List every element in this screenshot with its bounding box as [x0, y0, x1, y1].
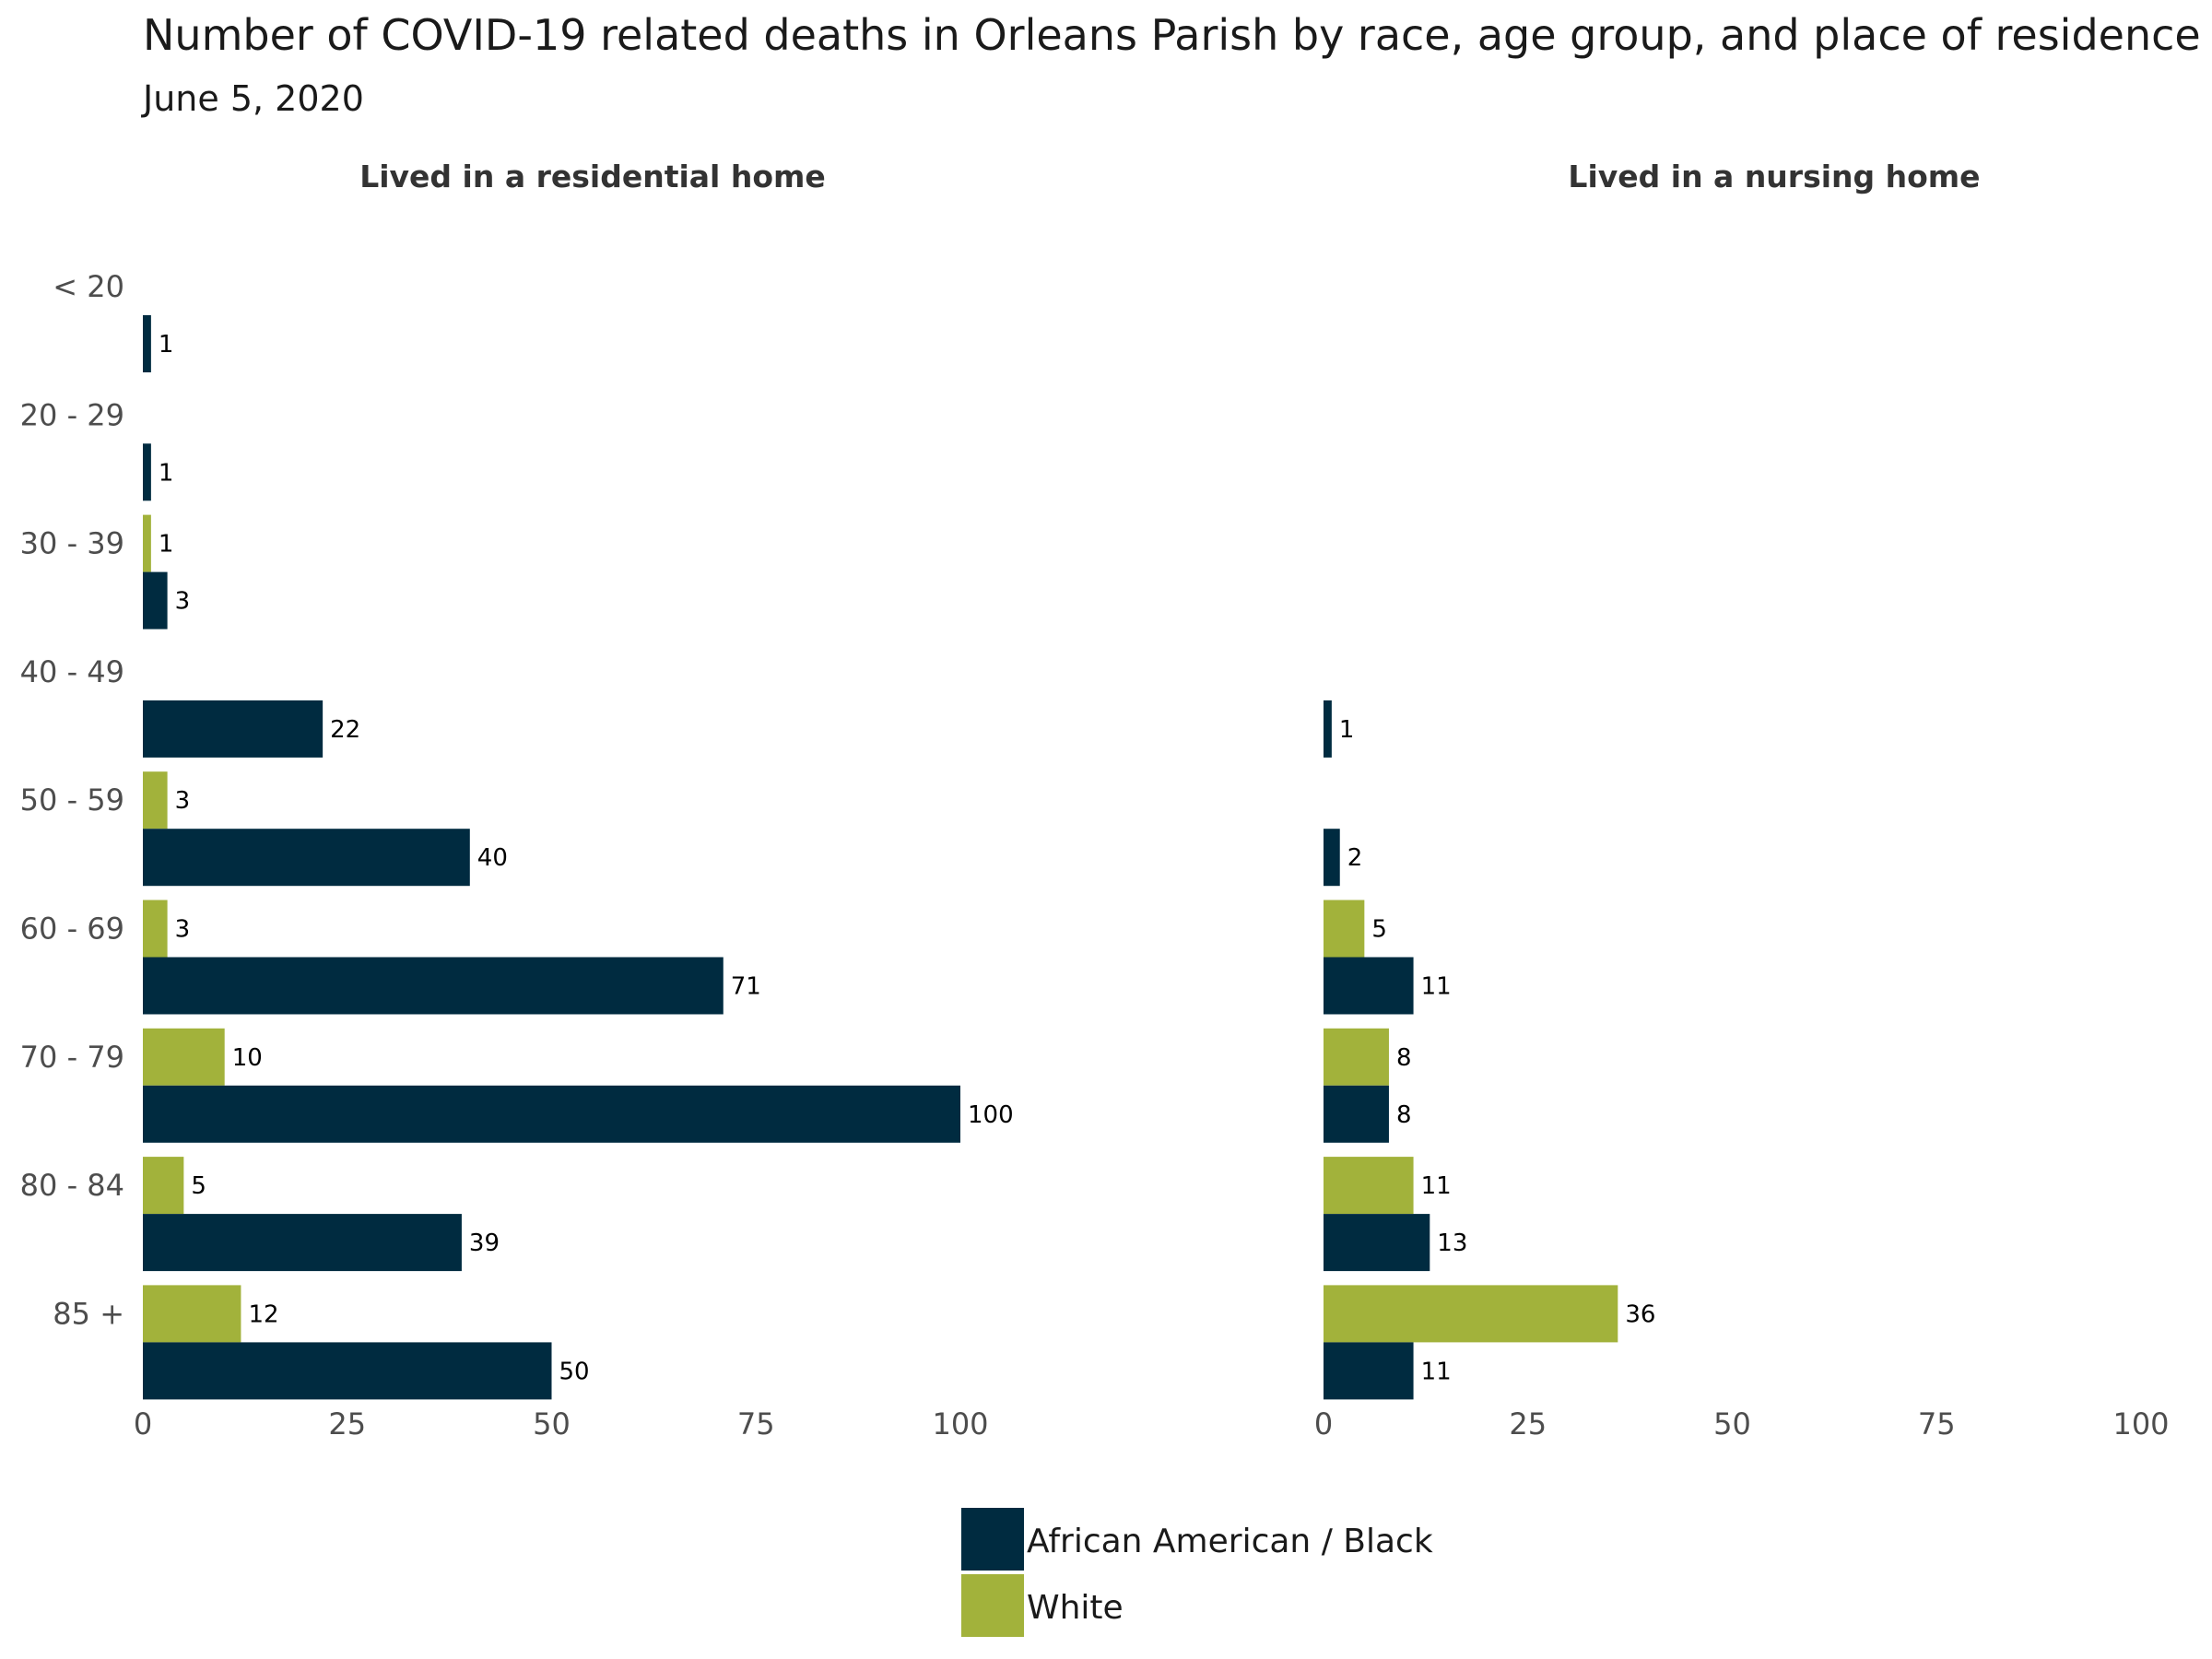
white-bar-70-79: [143, 1028, 225, 1086]
chart-title: Number of COVID-19 related deaths in Orl…: [143, 10, 2201, 60]
category-label-30-39: 30 - 39: [20, 526, 124, 561]
panel-nursing: 5 8 11 36 1 2 11 8 13 11: [1324, 700, 1655, 1400]
black-bar-40-49-label: 1: [1339, 716, 1355, 744]
white-bar-70-79-label: 10: [232, 1044, 263, 1072]
x-tick-label-0-75: 75: [737, 1406, 775, 1441]
black-bar-60-69: [143, 957, 724, 1015]
legend-swatch-black: [961, 1508, 1024, 1571]
category-labels: < 20 20 - 29 30 - 39 40 - 49 50 - 59 60 - 69 7…: [20, 269, 124, 1331]
black-bar-60-69: [1324, 957, 1414, 1015]
category-label-70-79: 70 - 79: [20, 1040, 124, 1075]
black-bar-20: [143, 315, 151, 372]
x-tick-label-1-0: 0: [1314, 1406, 1333, 1441]
category-label-20-29: 20 - 29: [20, 397, 124, 432]
white-bar-85-label: 36: [1625, 1300, 1655, 1328]
white-bar-60-69-label: 3: [175, 916, 191, 944]
black-bar-50-59-label: 2: [1347, 844, 1363, 872]
black-bar-60-69-label: 71: [731, 973, 761, 1001]
x-tick-label-1-25: 25: [1509, 1406, 1547, 1441]
white-bar-80-84-label: 5: [191, 1172, 206, 1200]
x-axis-ticks: 0 25 50 75 100 0 25 50 75 100: [134, 1406, 2170, 1441]
category-label-60-69: 60 - 69: [20, 912, 124, 947]
black-bar-20-29: [143, 443, 151, 501]
chart-subtitle: June 5, 2020: [141, 78, 364, 119]
white-bar-50-59-label: 3: [175, 787, 191, 815]
white-bar-80-84-label: 11: [1421, 1172, 1452, 1200]
white-bar-60-69: [143, 900, 168, 958]
black-bar-80-84: [143, 1214, 462, 1272]
legend-label-black: African American / Black: [1027, 1523, 1433, 1560]
white-bar-80-84: [143, 1157, 184, 1215]
black-bar-80-84-label: 39: [469, 1230, 500, 1257]
white-bar-60-69-label: 5: [1371, 916, 1387, 944]
black-bar-30-39: [143, 571, 168, 629]
black-bar-60-69-label: 11: [1421, 973, 1452, 1001]
white-bar-30-39: [143, 514, 151, 572]
x-tick-label-1-50: 50: [1713, 1406, 1751, 1441]
white-bar-80-84: [1324, 1157, 1414, 1215]
black-bar-85: [143, 1342, 552, 1400]
x-tick-label-1-100: 100: [2112, 1406, 2169, 1441]
panel-title-nursing: Lived in a nursing home: [1568, 159, 1980, 194]
black-bar-70-79-label: 100: [968, 1101, 1014, 1129]
black-bar-50-59: [143, 829, 470, 887]
category-label-40-49: 40 - 49: [20, 654, 124, 689]
category-label-80-84: 80 - 84: [20, 1168, 124, 1203]
legend-label-white: White: [1027, 1589, 1124, 1627]
black-bar-20-29-label: 1: [159, 459, 174, 487]
black-bar-50-59-label: 40: [477, 844, 508, 872]
black-bar-70-79: [143, 1085, 960, 1143]
x-tick-label-0-25: 25: [328, 1406, 366, 1441]
category-label-50-59: 50 - 59: [20, 782, 124, 818]
black-bar-40-49: [143, 700, 324, 758]
black-bar-40-49: [1324, 700, 1332, 758]
legend: African American / Black White: [961, 1508, 1433, 1637]
panel-residential: 1 3 3 10 5 12 1 1 3 22 40 71 100 39 50: [143, 315, 1014, 1400]
x-tick-label-0-0: 0: [134, 1406, 152, 1441]
x-tick-label-1-75: 75: [1918, 1406, 1956, 1441]
white-bar-85-label: 12: [248, 1300, 278, 1328]
white-bar-85: [143, 1285, 241, 1343]
white-bar-85: [1324, 1285, 1618, 1343]
legend-swatch-white: [961, 1574, 1024, 1637]
black-bar-70-79-label: 8: [1396, 1101, 1412, 1129]
white-bar-60-69: [1324, 900, 1365, 958]
black-bar-80-84-label: 13: [1437, 1230, 1467, 1257]
x-tick-label-0-100: 100: [932, 1406, 988, 1441]
white-bar-70-79: [1324, 1028, 1389, 1086]
black-bar-50-59: [1324, 829, 1340, 887]
category-label-85: 85 +: [53, 1296, 124, 1331]
panel-title-residential: Lived in a residential home: [359, 159, 826, 194]
black-bar-80-84: [1324, 1214, 1430, 1272]
black-bar-85-label: 11: [1421, 1358, 1452, 1385]
black-bar-85: [1324, 1342, 1414, 1400]
category-label-20: < 20: [53, 269, 124, 304]
black-bar-70-79: [1324, 1085, 1389, 1143]
black-bar-40-49-label: 22: [330, 716, 360, 744]
white-bar-70-79-label: 8: [1396, 1044, 1412, 1072]
black-bar-85-label: 50: [559, 1358, 590, 1385]
white-bar-50-59: [143, 771, 168, 830]
white-bar-30-39-label: 1: [159, 531, 174, 559]
x-tick-label-0-50: 50: [533, 1406, 571, 1441]
black-bar-30-39-label: 3: [175, 588, 191, 616]
black-bar-20-label: 1: [159, 331, 174, 359]
